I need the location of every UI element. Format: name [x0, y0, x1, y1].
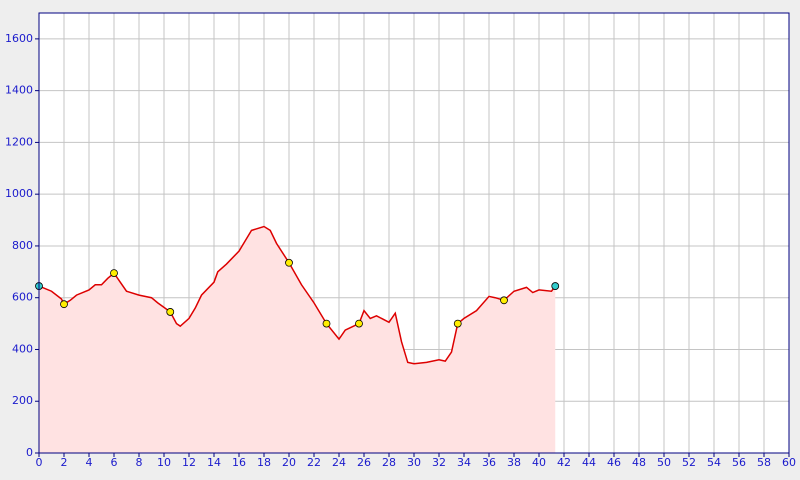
waypoint — [285, 258, 293, 267]
x-tick-label: 6 — [111, 456, 118, 469]
x-tick-label: 2 — [61, 456, 68, 469]
x-tick-label: 54 — [707, 456, 721, 469]
x-tick-label: 26 — [357, 456, 371, 469]
waypoint — [551, 282, 560, 290]
x-tick-label: 46 — [607, 456, 621, 469]
y-tick-label: 1600 — [5, 32, 33, 45]
y-tick-label: 200 — [12, 394, 33, 407]
x-tick-label: 42 — [557, 456, 571, 469]
x-tick-label: 16 — [232, 456, 246, 469]
waypoint — [355, 319, 363, 328]
x-tick-label: 52 — [682, 456, 696, 469]
x-tick-label: 12 — [182, 456, 196, 469]
x-tick-label: 24 — [332, 456, 346, 469]
x-tick-label: 10 — [157, 456, 171, 469]
waypoint — [166, 308, 175, 316]
y-tick-label: 1400 — [5, 84, 33, 97]
x-tick-label: 60 — [782, 456, 796, 469]
x-tick-label: 48 — [632, 456, 646, 469]
y-tick-label: 1000 — [5, 187, 33, 200]
y-tick-label: 600 — [12, 291, 33, 304]
x-tick-label: 44 — [582, 456, 596, 469]
waypoint — [322, 319, 331, 328]
x-tick-label: 20 — [282, 456, 296, 469]
x-tick-label: 34 — [457, 456, 471, 469]
x-tick-label: 0 — [36, 456, 43, 469]
y-tick-label: 1200 — [5, 135, 33, 148]
x-tick-label: 50 — [657, 456, 671, 469]
x-tick-label: 30 — [407, 456, 421, 469]
waypoint — [453, 319, 462, 328]
plot-border — [38, 12, 790, 454]
waypoint — [110, 269, 118, 278]
x-tick-label: 40 — [532, 456, 546, 469]
x-tick-label: 4 — [86, 456, 93, 469]
y-tick-label: 800 — [12, 239, 33, 252]
x-tick-label: 18 — [257, 456, 271, 469]
x-tick-label: 58 — [757, 456, 771, 469]
waypoint — [60, 300, 68, 309]
waypoint — [500, 296, 508, 305]
x-tick-label: 14 — [207, 456, 221, 469]
x-tick-label: 8 — [136, 456, 143, 469]
x-tick-label: 22 — [307, 456, 321, 469]
x-tick-label: 28 — [382, 456, 396, 469]
x-tick-label: 38 — [507, 456, 521, 469]
area-fill — [39, 226, 556, 453]
y-tick-label: 400 — [12, 342, 33, 355]
x-tick-label: 56 — [732, 456, 746, 469]
y-tick-label: 0 — [26, 446, 33, 459]
x-tick-label: 32 — [432, 456, 446, 469]
x-tick-label: 36 — [482, 456, 496, 469]
